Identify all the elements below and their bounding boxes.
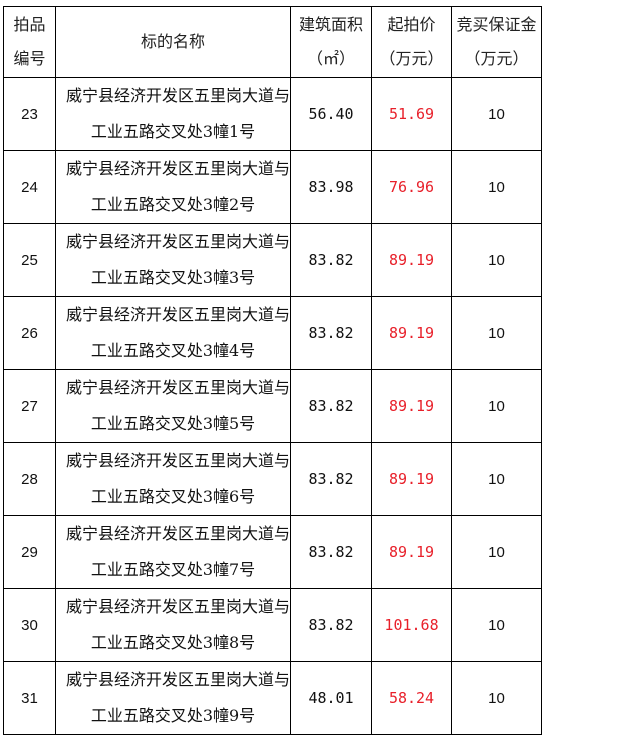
lot-name: 威宁县经济开发区五里岗大道与工业五路交叉处3幢3号 xyxy=(54,223,292,297)
lot-name-line: 威宁县经济开发区五里岗大道与 xyxy=(66,305,291,324)
lot-name-line: 工业五路交叉处3幢2号 xyxy=(90,195,256,214)
lot-name: 威宁县经济开发区五里岗大道与工业五路交叉处3幢5号 xyxy=(54,369,292,443)
lot-name-line: 工业五路交叉处3幢3号 xyxy=(90,268,256,287)
area: 83.82 xyxy=(290,223,373,297)
lot-name: 威宁县经济开发区五里岗大道与工业五路交叉处3幢8号 xyxy=(54,588,292,662)
deposit: 10 xyxy=(451,588,543,662)
lot-name-line: 威宁县经济开发区五里岗大道与 xyxy=(66,451,291,470)
lot-name-line: 威宁县经济开发区五里岗大道与 xyxy=(66,670,291,689)
lot-number: 25 xyxy=(3,223,56,297)
deposit: 10 xyxy=(451,442,543,516)
header-text: （㎡） xyxy=(307,49,356,68)
lot-number: 27 xyxy=(3,369,56,443)
table-row: 31 威宁县经济开发区五里岗大道与工业五路交叉处3幢9号 48.01 58.24… xyxy=(3,661,543,735)
table-row: 27 威宁县经济开发区五里岗大道与工业五路交叉处3幢5号 83.82 89.19… xyxy=(3,369,543,443)
header-text: （万元） xyxy=(379,49,444,68)
deposit: 10 xyxy=(451,515,543,589)
header-row: 拍品编号 标的名称 建筑面积 （㎡） 起拍价 （万元） 竞买保证金 （万元） xyxy=(3,6,543,78)
lot-name: 威宁县经济开发区五里岗大道与工业五路交叉处3幢1号 xyxy=(54,77,292,151)
lot-name-line: 威宁县经济开发区五里岗大道与 xyxy=(66,524,291,543)
lot-name-line: 工业五路交叉处3幢9号 xyxy=(90,706,256,725)
lot-name-line: 工业五路交叉处3幢7号 xyxy=(90,560,256,579)
lot-name: 威宁县经济开发区五里岗大道与工业五路交叉处3幢4号 xyxy=(54,296,292,370)
header-text: 拍品 xyxy=(13,15,46,34)
lot-name: 威宁县经济开发区五里岗大道与工业五路交叉处3幢9号 xyxy=(54,661,292,735)
lot-number: 23 xyxy=(3,77,56,151)
area: 56.40 xyxy=(290,77,373,151)
table-row: 24 威宁县经济开发区五里岗大道与工业五路交叉处3幢2号 83.98 76.96… xyxy=(3,150,543,224)
lot-name-line: 工业五路交叉处3幢6号 xyxy=(90,487,256,506)
lot-number: 29 xyxy=(3,515,56,589)
header-lot-number: 拍品 编号 xyxy=(3,6,56,78)
starting-price: 51.69 xyxy=(371,77,453,151)
lot-name-line: 威宁县经济开发区五里岗大道与 xyxy=(66,378,291,397)
lot-number: 28 xyxy=(3,442,56,516)
lot-number: 30 xyxy=(3,588,56,662)
table-row: 30 威宁县经济开发区五里岗大道与工业五路交叉处3幢8号 83.82 101.6… xyxy=(3,588,543,662)
lot-name: 威宁县经济开发区五里岗大道与工业五路交叉处3幢6号 xyxy=(54,442,292,516)
area: 83.82 xyxy=(290,296,373,370)
table-row: 28 威宁县经济开发区五里岗大道与工业五路交叉处3幢6号 83.82 89.19… xyxy=(3,442,543,516)
lot-name: 威宁县经济开发区五里岗大道与工业五路交叉处3幢7号 xyxy=(54,515,292,589)
header-text: 竞买保证金 xyxy=(456,15,537,34)
starting-price: 101.68 xyxy=(371,588,453,662)
deposit: 10 xyxy=(451,296,543,370)
starting-price: 89.19 xyxy=(371,442,453,516)
table-row: 25 威宁县经济开发区五里岗大道与工业五路交叉处3幢3号 83.82 89.19… xyxy=(3,223,543,297)
lot-name-line: 工业五路交叉处3幢1号 xyxy=(90,122,256,141)
area: 83.82 xyxy=(290,515,373,589)
auction-table: 拍品编号 标的名称 建筑面积 （㎡） 起拍价 （万元） 竞买保证金 （万元） 23 威… xyxy=(3,6,543,735)
area: 83.82 xyxy=(290,588,373,662)
header-area: 建筑面积 （㎡） xyxy=(290,6,373,78)
header-text: 建筑面积 xyxy=(299,15,364,34)
deposit: 10 xyxy=(451,223,543,297)
area: 83.82 xyxy=(290,442,373,516)
header-name: 标的名称 xyxy=(54,6,292,78)
deposit: 10 xyxy=(451,150,543,224)
lot-name-line: 工业五路交叉处3幢8号 xyxy=(90,633,256,652)
deposit: 10 xyxy=(451,369,543,443)
starting-price: 76.96 xyxy=(371,150,453,224)
starting-price: 89.19 xyxy=(371,223,453,297)
starting-price: 89.19 xyxy=(371,296,453,370)
header-text: 起拍价 xyxy=(387,15,436,34)
lot-name-line: 工业五路交叉处3幢5号 xyxy=(90,414,256,433)
starting-price: 89.19 xyxy=(371,515,453,589)
deposit: 10 xyxy=(451,661,543,735)
table-row: 29 威宁县经济开发区五里岗大道与工业五路交叉处3幢7号 83.82 89.19… xyxy=(3,515,543,589)
area: 83.98 xyxy=(290,150,373,224)
area: 83.82 xyxy=(290,369,373,443)
lot-name-line: 威宁县经济开发区五里岗大道与 xyxy=(66,597,291,616)
header-price: 起拍价 （万元） xyxy=(371,6,453,78)
header-deposit: 竞买保证金 （万元） xyxy=(451,6,543,78)
lot-name-line: 工业五路交叉处3幢4号 xyxy=(90,341,256,360)
table-row: 26 威宁县经济开发区五里岗大道与工业五路交叉处3幢4号 83.82 89.19… xyxy=(3,296,543,370)
starting-price: 89.19 xyxy=(371,369,453,443)
table-row: 23 威宁县经济开发区五里岗大道与工业五路交叉处3幢1号 56.40 51.69… xyxy=(3,77,543,151)
lot-number: 24 xyxy=(3,150,56,224)
lot-number: 31 xyxy=(3,661,56,735)
deposit: 10 xyxy=(451,77,543,151)
lot-name-line: 威宁县经济开发区五里岗大道与 xyxy=(66,232,291,251)
lot-name-line: 威宁县经济开发区五里岗大道与 xyxy=(66,86,291,105)
area: 48.01 xyxy=(290,661,373,735)
header-text: （万元） xyxy=(464,49,529,68)
header-text: 编号 xyxy=(13,49,46,68)
lot-name-line: 威宁县经济开发区五里岗大道与 xyxy=(66,159,291,178)
lot-number: 26 xyxy=(3,296,56,370)
starting-price: 58.24 xyxy=(371,661,453,735)
lot-name: 威宁县经济开发区五里岗大道与工业五路交叉处3幢2号 xyxy=(54,150,292,224)
